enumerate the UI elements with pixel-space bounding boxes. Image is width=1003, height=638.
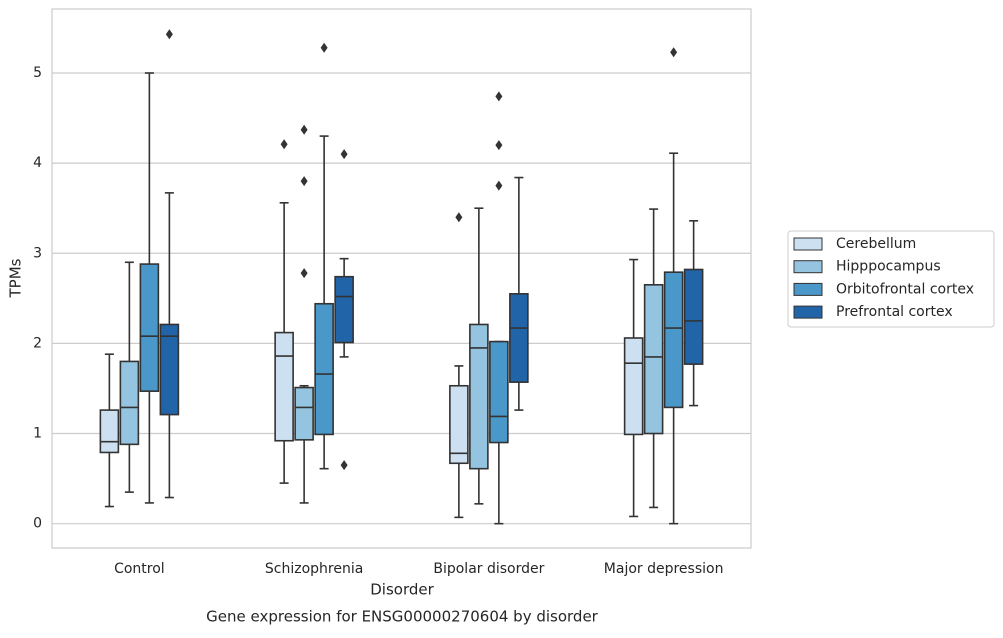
box bbox=[623, 337, 644, 436]
outlier bbox=[340, 460, 348, 471]
plot-frame bbox=[51, 8, 752, 549]
y-axis-label: TPMs bbox=[7, 258, 25, 298]
outlier bbox=[495, 180, 503, 191]
legend-label: Prefrontal cortex bbox=[836, 304, 953, 320]
box bbox=[643, 284, 664, 435]
box bbox=[469, 323, 489, 470]
box bbox=[334, 275, 354, 344]
legend-swatch bbox=[793, 305, 823, 319]
outlier bbox=[320, 42, 328, 53]
y-tick-label: 0 bbox=[33, 516, 42, 532]
outlier bbox=[300, 268, 308, 279]
outlier bbox=[495, 91, 503, 102]
box bbox=[663, 271, 684, 409]
x-tick-label: Control bbox=[114, 561, 165, 577]
y-tick-label: 4 bbox=[33, 155, 42, 171]
outlier bbox=[340, 149, 348, 160]
legend-swatch bbox=[793, 282, 823, 296]
box bbox=[294, 386, 314, 441]
legend-label: Hipppocampus bbox=[836, 259, 941, 275]
x-tick-label: Major depression bbox=[604, 561, 724, 577]
outlier bbox=[300, 124, 308, 135]
x-tick-label: Bipolar disorder bbox=[433, 561, 544, 577]
outlier bbox=[455, 212, 463, 223]
y-tick-label: 5 bbox=[33, 65, 42, 81]
outlier bbox=[495, 140, 503, 151]
legend-label: Orbitofrontal cortex bbox=[836, 281, 974, 297]
x-axis-label: Disorder bbox=[370, 581, 434, 599]
outlier bbox=[280, 139, 288, 150]
y-tick-label: 2 bbox=[33, 335, 42, 351]
box bbox=[314, 302, 334, 436]
chart-title: Gene expression for ENSG00000270604 by d… bbox=[206, 608, 599, 626]
box bbox=[489, 340, 509, 444]
y-tick-label: 3 bbox=[33, 245, 42, 261]
box bbox=[509, 293, 529, 383]
box bbox=[159, 323, 180, 416]
outlier bbox=[300, 176, 308, 187]
legend-label: Cerebellum bbox=[836, 236, 916, 252]
box bbox=[99, 409, 120, 454]
outlier bbox=[670, 47, 678, 58]
box bbox=[119, 360, 140, 446]
legend-frame bbox=[787, 230, 995, 328]
legend-swatch bbox=[793, 237, 823, 251]
box bbox=[139, 263, 160, 392]
legend-swatch bbox=[793, 260, 823, 274]
x-tick-label: Schizophrenia bbox=[265, 561, 363, 577]
y-tick-label: 1 bbox=[33, 426, 42, 442]
box bbox=[683, 268, 704, 365]
outlier bbox=[165, 29, 173, 40]
box bbox=[274, 331, 294, 442]
box bbox=[449, 384, 469, 465]
